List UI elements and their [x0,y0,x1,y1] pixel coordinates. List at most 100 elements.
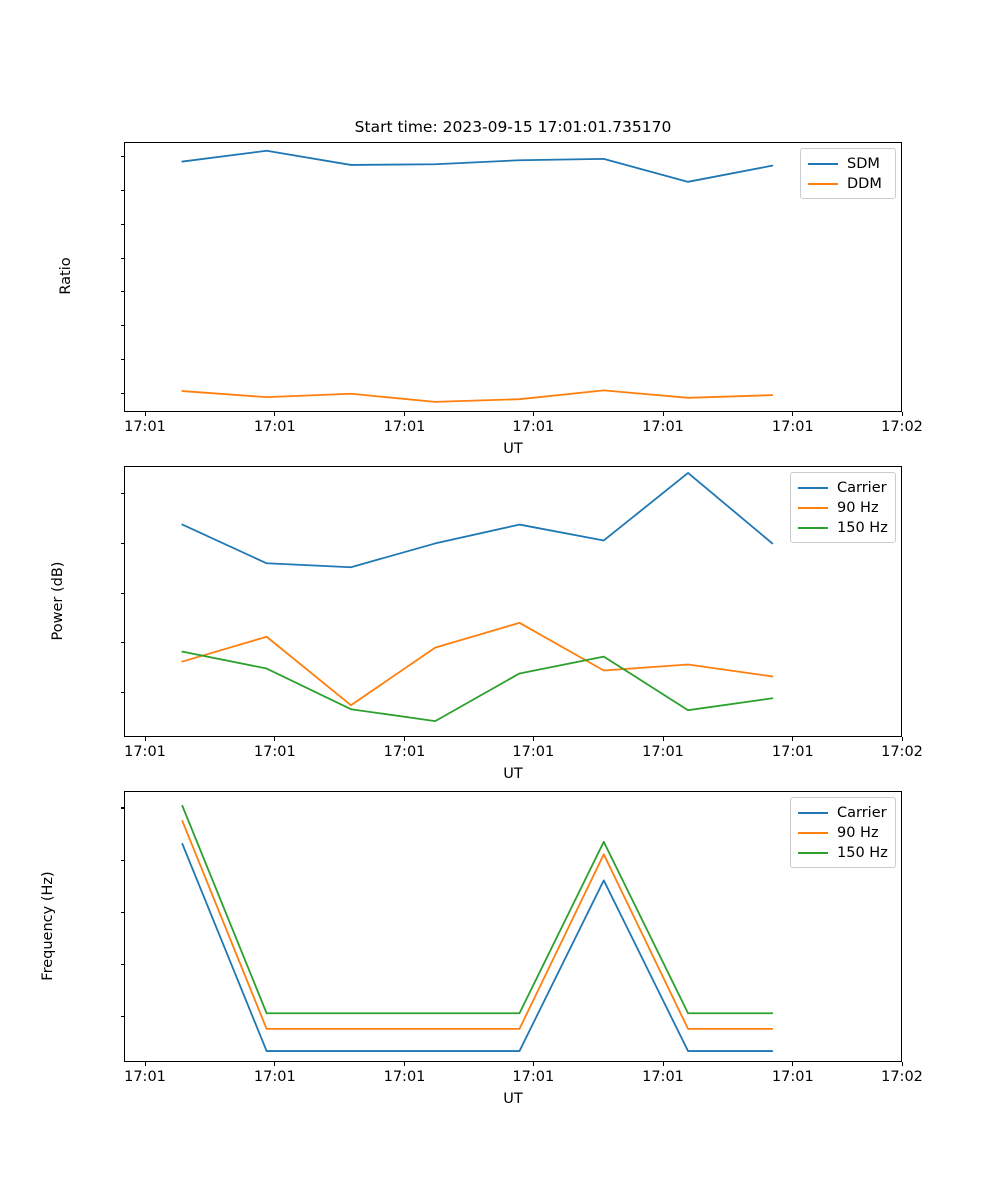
legend-line-swatch-icon [798,832,828,834]
x-tick-label: 17:01 [642,419,684,435]
x-axis-label-ratio: UT [503,441,523,457]
y-axis-label-frequency: Frequency (Hz) [40,870,56,981]
axes-frame-power [124,466,902,737]
y-tick-mark [120,257,124,259]
legend-entry-label: 90 Hz [837,500,879,516]
x-tick-label: 17:01 [383,744,426,760]
x-tick-label: 17:01 [124,1069,166,1085]
legend-entry-carrier: Carrier [798,478,888,498]
legend-ratio[interactable]: SDM DDM [800,148,896,199]
figure-title: Start time: 2023-09-15 17:01:01.735170 [354,118,672,136]
y-tick-mark [120,542,124,545]
y-tick-mark [120,691,124,693]
x-tick-label: 17:01 [253,1069,296,1085]
x-tick-label: 17:01 [512,744,555,760]
series-line-150-hz [181,650,774,723]
x-tick-label: 17:01 [253,419,296,435]
x-tick-mark [144,412,146,416]
legend-entry-label: 150 Hz [837,845,888,861]
legend-entry-90-hz: 90 Hz [798,823,888,843]
y-tick-mark [120,592,124,594]
series-line-carrier [181,472,774,569]
legend-entry-label: SDM [847,156,880,172]
legend-line-swatch-icon [798,812,828,814]
x-tick-mark [662,1062,664,1066]
y-tick-mark [120,807,124,809]
x-tick-label: 17:01 [642,744,684,760]
legend-entry-label: Carrier [837,480,887,496]
x-tick-label: 17:01 [771,1069,814,1085]
legend-line-swatch-icon [798,527,828,529]
y-tick-mark [120,190,124,192]
series-line-90-hz [181,621,774,707]
x-tick-mark [662,737,664,741]
x-tick-label: 17:01 [253,744,296,760]
x-tick-label: 17:01 [383,419,426,435]
x-tick-mark [532,737,534,741]
legend-entry-90-hz: 90 Hz [798,498,888,518]
x-tick-mark [532,1062,534,1066]
x-tick-mark [901,737,903,741]
x-axis-label-power: UT [503,766,523,782]
x-tick-label: 17:01 [124,419,166,435]
legend-frequency[interactable]: Carrier 90 Hz 150 Hz [790,797,896,868]
x-tick-mark [404,737,406,741]
x-tick-label: 17:01 [512,419,555,435]
x-tick-label: 17:01 [383,1069,426,1085]
x-tick-label: 17:01 [642,1069,684,1085]
x-tick-label: 17:01 [512,1069,555,1085]
legend-entry-sdm: SDM [808,154,888,174]
x-tick-mark [792,1062,794,1066]
x-tick-mark [901,412,903,416]
series-line-sdm [181,149,774,183]
legend-entry-ddm: DDM [808,174,888,194]
legend-entry-150-hz: 150 Hz [798,843,888,863]
x-tick-mark [901,1062,903,1066]
x-axis-label-frequency: UT [503,1091,523,1107]
x-tick-mark [144,737,146,741]
x-tick-mark [792,737,794,741]
x-tick-label: 17:02 [881,1069,923,1085]
y-tick-mark [120,156,124,158]
y-tick-mark [120,1015,124,1017]
y-tick-mark [120,911,124,913]
legend-entry-150-hz: 150 Hz [798,518,888,538]
y-tick-mark [120,642,124,644]
x-tick-mark [274,737,276,741]
x-tick-label: 17:02 [881,744,923,760]
x-tick-label: 17:02 [881,419,923,435]
legend-power[interactable]: Carrier 90 Hz 150 Hz [790,472,896,543]
x-tick-label: 17:01 [771,419,814,435]
legend-line-swatch-icon [808,183,838,185]
series-line-150-hz [181,804,774,1015]
x-tick-mark [662,412,664,416]
y-tick-mark [120,325,124,327]
x-tick-mark [274,1062,276,1066]
y-tick-mark [120,859,124,861]
x-tick-mark [274,412,276,416]
x-tick-mark [144,1062,146,1066]
legend-line-swatch-icon [798,852,828,854]
axes-frame-ratio [124,142,902,412]
legend-entry-carrier: Carrier [798,803,888,823]
x-tick-mark [404,1062,406,1066]
x-tick-label: 17:01 [124,744,166,760]
legend-entry-label: DDM [847,176,882,192]
y-tick-mark [120,493,124,495]
legend-line-swatch-icon [798,507,828,509]
series-line-carrier [181,843,774,1052]
series-line-90-hz [181,820,774,1030]
x-tick-label: 17:01 [771,744,814,760]
x-tick-mark [792,412,794,416]
legend-entry-label: 90 Hz [837,825,879,841]
x-tick-mark [532,412,534,416]
series-line-ddm [181,389,774,403]
y-tick-mark [120,223,124,225]
legend-entry-label: Carrier [837,805,887,821]
axes-frame-frequency [124,791,902,1062]
legend-entry-label: 150 Hz [837,520,888,536]
legend-line-swatch-icon [798,487,828,489]
